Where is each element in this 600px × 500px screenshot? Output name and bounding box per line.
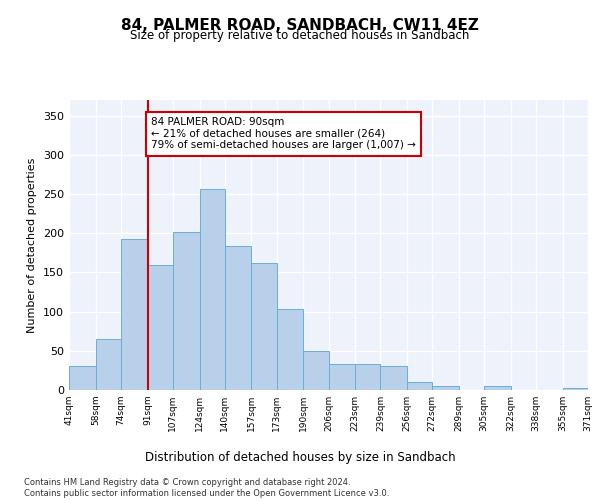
Bar (173, 232, 200, 390)
Bar (277, 310, 304, 390)
Bar (224, 246, 251, 390)
Text: Size of property relative to detached houses in Sandbach: Size of property relative to detached ho… (130, 29, 470, 42)
Bar (69, 366, 96, 390)
Text: Distribution of detached houses by size in Sandbach: Distribution of detached houses by size … (145, 451, 455, 464)
Bar (355, 364, 380, 390)
Bar (251, 263, 277, 390)
Bar (380, 366, 407, 390)
Bar (563, 388, 588, 390)
Bar (329, 364, 355, 390)
Bar (407, 382, 432, 390)
Bar (304, 351, 329, 390)
Bar (484, 386, 511, 390)
Bar (432, 386, 459, 390)
Bar (148, 264, 173, 390)
Bar (96, 339, 121, 390)
Bar (121, 238, 148, 390)
Text: Contains HM Land Registry data © Crown copyright and database right 2024.
Contai: Contains HM Land Registry data © Crown c… (24, 478, 389, 498)
Text: 84 PALMER ROAD: 90sqm
← 21% of detached houses are smaller (264)
79% of semi-det: 84 PALMER ROAD: 90sqm ← 21% of detached … (151, 117, 416, 150)
Y-axis label: Number of detached properties: Number of detached properties (28, 158, 37, 332)
Bar (200, 188, 225, 390)
Text: 84, PALMER ROAD, SANDBACH, CW11 4EZ: 84, PALMER ROAD, SANDBACH, CW11 4EZ (121, 18, 479, 32)
